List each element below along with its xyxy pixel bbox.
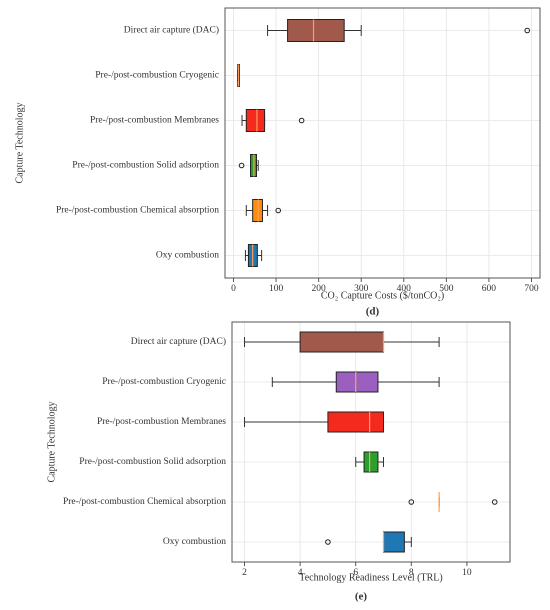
x-tick-label: 300 [354,284,369,294]
box [363,451,379,473]
box [327,411,385,433]
x-tick-label: 600 [482,284,497,294]
y-tick-label: Pre-/post-combustion Chemical absorption [56,206,219,216]
x-tick-label: 4 [298,568,303,578]
x-axis-label: Technology Readiness Level (TRL) [299,572,442,583]
panel-caption: (e) [355,591,368,603]
box [245,109,266,132]
outlier [408,499,415,505]
x-tick-label: 700 [524,284,539,294]
box [252,199,263,222]
outlier [524,27,531,34]
y-tick-label: Direct air capture (DAC) [124,25,219,36]
x-tick-label: 100 [269,284,284,294]
plot-frame [224,7,541,279]
x-tick-label: 2 [242,568,247,578]
y-tick-label: Oxy combustion [156,251,219,261]
y-tick-label: Pre-/post-combustion Chemical absorption [63,497,226,507]
x-tick-label: 6 [353,568,358,578]
outlier [298,117,305,124]
x-tick-label: 10 [462,568,472,578]
outlier [491,499,498,505]
y-tick-label: Pre-/post-combustion Membranes [90,116,219,126]
y-tick-label: Pre-/post-combustion Cryogenic [102,377,226,387]
box [287,19,345,42]
y-tick-label: Direct air capture (DAC) [131,336,226,347]
y-tick-label: Oxy combustion [163,537,226,547]
x-tick-label: 0 [231,284,236,294]
y-tick-label: Pre-/post-combustion Solid adsorption [79,457,226,467]
y-tick-label: Pre-/post-combustion Solid adsorption [72,161,219,171]
x-tick-label: 200 [312,284,327,294]
outlier [238,162,245,169]
y-tick-label: Pre-/post-combustion Cryogenic [95,71,219,81]
panel-caption: (d) [366,306,380,318]
outlier [275,207,282,214]
x-axis-label: CO₂ Capture Costs ($/tonCO₂) [321,290,444,301]
box [383,531,405,553]
x-tick-label: 500 [439,284,454,294]
y-axis-label: Capture Technology [46,401,57,482]
y-tick-label: Pre-/post-combustion Membranes [97,417,226,427]
box [299,331,385,353]
y-axis-label: Capture Technology [14,102,25,183]
x-tick-label: 8 [409,568,414,578]
x-tick-label: 400 [397,284,412,294]
box [335,371,379,393]
plot-frame [231,321,511,563]
outlier [325,539,331,545]
